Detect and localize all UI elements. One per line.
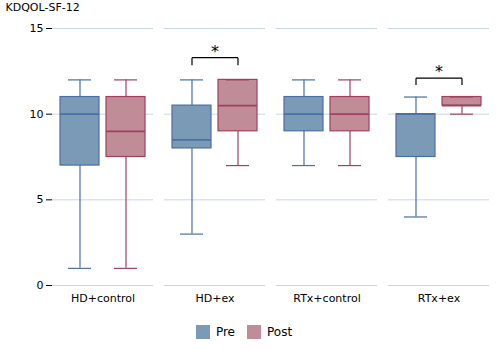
- svg-text:RTx+ex: RTx+ex: [418, 292, 461, 305]
- svg-text:10: 10: [30, 108, 44, 121]
- svg-text:*: *: [435, 62, 443, 81]
- svg-text:0: 0: [37, 279, 44, 292]
- svg-text:5: 5: [37, 193, 44, 206]
- svg-text:RTx+control: RTx+control: [293, 292, 360, 305]
- svg-text:KDQOL-SF-12: KDQOL-SF-12: [6, 1, 80, 14]
- svg-text:HD+ex: HD+ex: [195, 292, 235, 305]
- html-text:Pre: Pre: [215, 324, 235, 339]
- html-text:Post: Post: [267, 324, 293, 339]
- svg-text:HD+control: HD+control: [71, 292, 135, 305]
- svg-text:*: *: [211, 42, 219, 61]
- svg-text:15: 15: [30, 22, 44, 35]
